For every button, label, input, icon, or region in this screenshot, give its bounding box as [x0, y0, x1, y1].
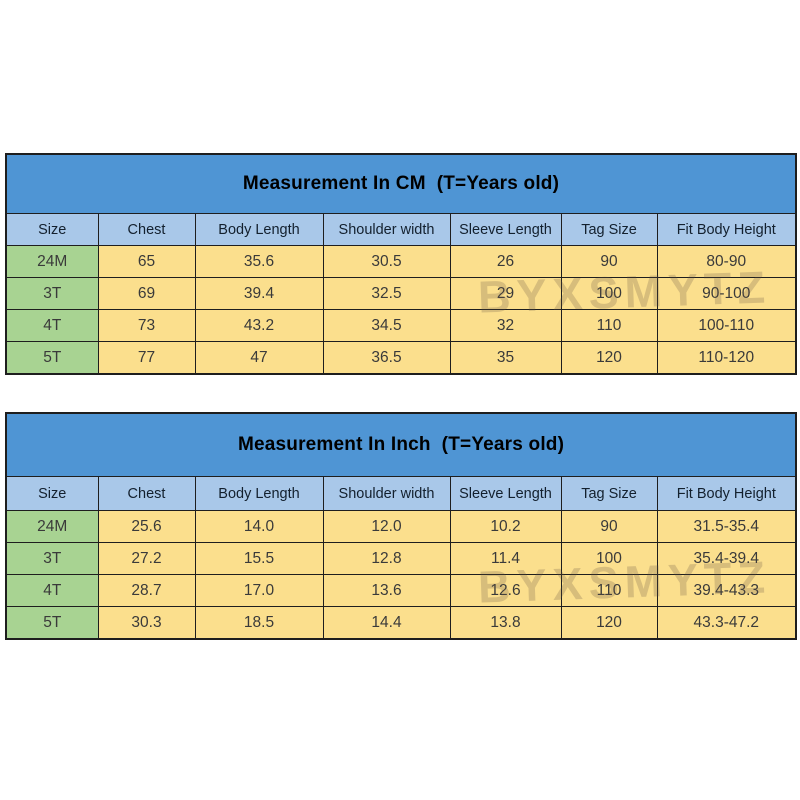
- size-cell: 24M: [5, 245, 99, 278]
- value-cell: 15.5: [194, 542, 324, 575]
- table-header-row: Size Chest Body Length Shoulder width Sl…: [5, 213, 797, 246]
- value-cell: 69: [97, 277, 196, 310]
- value-cell: 12.0: [322, 510, 451, 543]
- value-cell: 10.2: [449, 510, 562, 543]
- column-header-body-length: Body Length: [194, 476, 324, 511]
- value-cell: 11.4: [449, 542, 562, 575]
- table-row: 3T 69 39.4 32.5 29 100 90-100: [5, 277, 797, 310]
- column-header-fit-body-height: Fit Body Height: [656, 476, 797, 511]
- column-header-size: Size: [5, 213, 99, 246]
- size-cell: 5T: [5, 606, 99, 640]
- value-cell: 36.5: [322, 341, 451, 375]
- value-cell: 28.7: [97, 574, 196, 607]
- table-title-row: Measurement In CM (T=Years old): [5, 153, 797, 214]
- value-cell: 30.5: [322, 245, 451, 278]
- size-table-cm: Measurement In CM (T=Years old) Size Che…: [5, 153, 798, 375]
- value-cell: 43.2: [194, 309, 324, 342]
- column-header-shoulder-width: Shoulder width: [322, 476, 451, 511]
- value-cell: 26: [449, 245, 562, 278]
- size-cell: 4T: [5, 309, 99, 342]
- table-row: 24M 65 35.6 30.5 26 90 80-90: [5, 245, 797, 278]
- value-cell: 100-110: [656, 309, 797, 342]
- size-cell: 4T: [5, 574, 99, 607]
- value-cell: 80-90: [656, 245, 797, 278]
- value-cell: 39.4: [194, 277, 324, 310]
- table-row: 3T 27.2 15.5 12.8 11.4 100 35.4-39.4: [5, 542, 797, 575]
- value-cell: 14.0: [194, 510, 324, 543]
- column-header-chest: Chest: [97, 213, 196, 246]
- size-cell: 5T: [5, 341, 99, 375]
- table-row: 5T 30.3 18.5 14.4 13.8 120 43.3-47.2: [5, 606, 797, 640]
- value-cell: 90: [560, 245, 658, 278]
- value-cell: 35.6: [194, 245, 324, 278]
- value-cell: 77: [97, 341, 196, 375]
- table-row: 5T 77 47 36.5 35 120 110-120: [5, 341, 797, 375]
- table-row: 4T 73 43.2 34.5 32 110 100-110: [5, 309, 797, 342]
- value-cell: 90-100: [656, 277, 797, 310]
- value-cell: 34.5: [322, 309, 451, 342]
- column-header-fit-body-height: Fit Body Height: [656, 213, 797, 246]
- value-cell: 30.3: [97, 606, 196, 640]
- value-cell: 120: [560, 606, 658, 640]
- value-cell: 35: [449, 341, 562, 375]
- table-title-row: Measurement In Inch (T=Years old): [5, 412, 797, 477]
- value-cell: 100: [560, 277, 658, 310]
- value-cell: 13.6: [322, 574, 451, 607]
- value-cell: 47: [194, 341, 324, 375]
- value-cell: 31.5-35.4: [656, 510, 797, 543]
- column-header-size: Size: [5, 476, 99, 511]
- size-cell: 24M: [5, 510, 99, 543]
- value-cell: 17.0: [194, 574, 324, 607]
- value-cell: 110-120: [656, 341, 797, 375]
- column-header-sleeve-length: Sleeve Length: [449, 476, 562, 511]
- table-row: 4T 28.7 17.0 13.6 12.6 110 39.4-43.3: [5, 574, 797, 607]
- column-header-tag-size: Tag Size: [560, 213, 658, 246]
- value-cell: 25.6: [97, 510, 196, 543]
- value-cell: 35.4-39.4: [656, 542, 797, 575]
- value-cell: 120: [560, 341, 658, 375]
- table-title-cm: Measurement In CM (T=Years old): [5, 153, 797, 214]
- table-header-row: Size Chest Body Length Shoulder width Sl…: [5, 476, 797, 511]
- value-cell: 14.4: [322, 606, 451, 640]
- value-cell: 90: [560, 510, 658, 543]
- size-cell: 3T: [5, 542, 99, 575]
- column-header-sleeve-length: Sleeve Length: [449, 213, 562, 246]
- value-cell: 27.2: [97, 542, 196, 575]
- value-cell: 18.5: [194, 606, 324, 640]
- value-cell: 73: [97, 309, 196, 342]
- size-table-inch: Measurement In Inch (T=Years old) Size C…: [5, 412, 798, 640]
- column-header-shoulder-width: Shoulder width: [322, 213, 451, 246]
- value-cell: 39.4-43.3: [656, 574, 797, 607]
- value-cell: 12.8: [322, 542, 451, 575]
- column-header-tag-size: Tag Size: [560, 476, 658, 511]
- value-cell: 110: [560, 309, 658, 342]
- size-cell: 3T: [5, 277, 99, 310]
- value-cell: 13.8: [449, 606, 562, 640]
- value-cell: 32: [449, 309, 562, 342]
- table-title-inch: Measurement In Inch (T=Years old): [5, 412, 797, 477]
- value-cell: 43.3-47.2: [656, 606, 797, 640]
- value-cell: 65: [97, 245, 196, 278]
- value-cell: 100: [560, 542, 658, 575]
- value-cell: 32.5: [322, 277, 451, 310]
- value-cell: 12.6: [449, 574, 562, 607]
- column-header-chest: Chest: [97, 476, 196, 511]
- value-cell: 110: [560, 574, 658, 607]
- column-header-body-length: Body Length: [194, 213, 324, 246]
- table-row: 24M 25.6 14.0 12.0 10.2 90 31.5-35.4: [5, 510, 797, 543]
- value-cell: 29: [449, 277, 562, 310]
